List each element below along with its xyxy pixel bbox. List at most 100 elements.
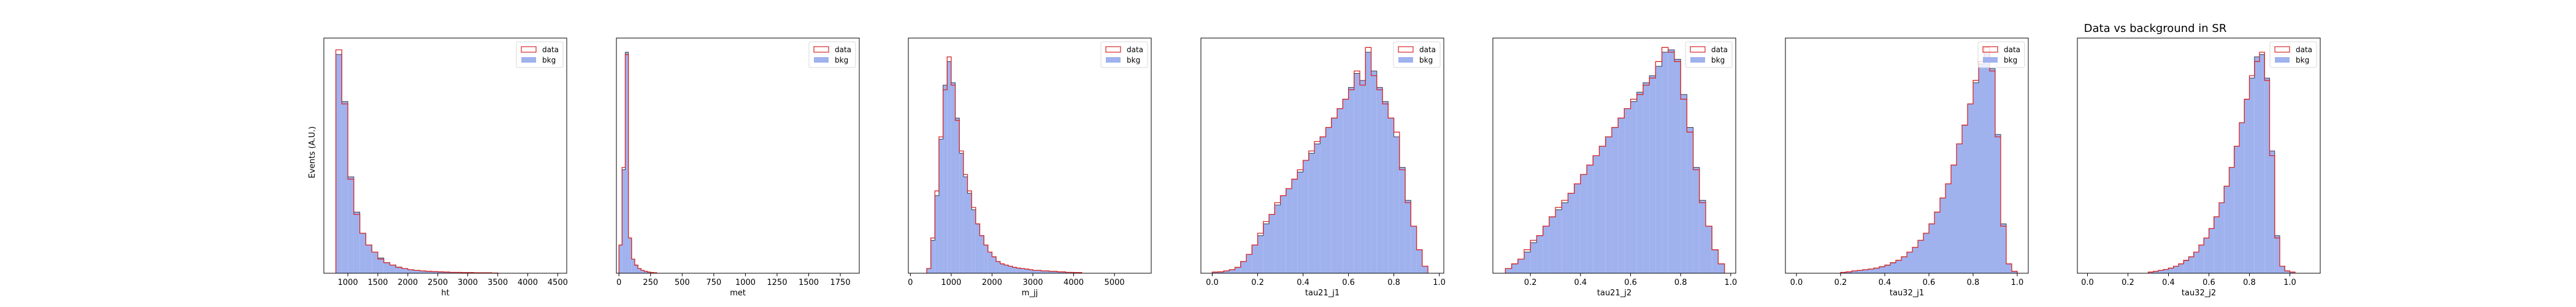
x-tick-label: 0.6 bbox=[1624, 278, 1637, 287]
bkg-bar bbox=[2012, 271, 2017, 273]
bkg-bar bbox=[1246, 254, 1252, 273]
bkg-bar bbox=[1337, 108, 1343, 273]
bkg-bar bbox=[996, 261, 1000, 273]
bkg-bar bbox=[1662, 52, 1668, 273]
bkg-bar bbox=[383, 262, 390, 273]
histogram-panel-met: 0 250 500 750 1000 1250 1500 1750 met data bkg bbox=[616, 37, 860, 298]
x-tick-label: 0.6 bbox=[1342, 278, 1355, 287]
axes-frame bbox=[1785, 37, 2029, 274]
bkg-bar bbox=[443, 272, 450, 273]
x-tick-label: 1.0 bbox=[2011, 278, 2024, 287]
bkg-bar bbox=[1411, 226, 1417, 273]
bkg-bar bbox=[1687, 127, 1693, 273]
bkg-bar bbox=[987, 252, 992, 273]
legend-swatch-bkg bbox=[521, 57, 536, 63]
bkg-bar bbox=[413, 270, 420, 273]
bkg-bar bbox=[2214, 217, 2219, 273]
histogram-panel-tau32_j1: 0.0 0.2 0.4 0.6 0.8 1.0 tau32_j1 data bkg bbox=[1785, 37, 2029, 298]
x-tick-label: 4500 bbox=[548, 278, 568, 287]
x-tick-label: 0.8 bbox=[2243, 278, 2256, 287]
axes-frame bbox=[908, 37, 1152, 274]
bkg-bar bbox=[1674, 59, 1681, 273]
bkg-bar bbox=[1863, 270, 1868, 273]
x-tick-label: 1000 bbox=[941, 278, 961, 287]
x-axis-label: tau32_j1 bbox=[1890, 289, 1924, 298]
x-tick-label: 0.6 bbox=[1923, 278, 1936, 287]
bkg-bar bbox=[1360, 80, 1366, 273]
legend-swatch-bkg bbox=[1398, 57, 1413, 63]
bkg-bar bbox=[1286, 188, 1292, 273]
bkg-bar bbox=[1416, 249, 1422, 273]
bkg-bar bbox=[638, 268, 642, 273]
x-tick-label: 750 bbox=[706, 278, 721, 287]
x-tick-label: 0.4 bbox=[1879, 278, 1892, 287]
bkg-bar bbox=[1868, 269, 1874, 273]
x-tick-label: 0.8 bbox=[1387, 278, 1400, 287]
bkg-bar bbox=[984, 245, 988, 273]
bkg-bar bbox=[1599, 146, 1606, 273]
bkg-bar bbox=[1962, 125, 1968, 273]
bkg-bar bbox=[1524, 252, 1531, 273]
bkg-bar bbox=[1929, 223, 1934, 273]
x-tick-label: 0.6 bbox=[2202, 278, 2215, 287]
bkg-bar bbox=[619, 245, 623, 273]
bkg-bar bbox=[1217, 271, 1224, 273]
x-tick-label: 3500 bbox=[488, 278, 508, 287]
bkg-bar bbox=[2234, 146, 2239, 273]
legend-label-data: data bbox=[1419, 45, 1436, 54]
bkg-bar bbox=[644, 271, 648, 273]
legend-label-bkg: bkg bbox=[2004, 56, 2017, 64]
x-tick-label: 2000 bbox=[982, 278, 1002, 287]
legend-swatch-bkg bbox=[1983, 57, 1998, 63]
axes-frame bbox=[323, 37, 567, 274]
bkg-bar bbox=[947, 61, 951, 274]
bkg-bar bbox=[2260, 54, 2265, 273]
bkg-bar bbox=[1934, 212, 1940, 273]
legend-label-bkg: bkg bbox=[1127, 56, 1140, 64]
bkg-bar bbox=[1376, 87, 1383, 273]
legend: data bkg bbox=[1393, 41, 1441, 68]
legend-swatch-data bbox=[1398, 46, 1414, 53]
bkg-bar bbox=[1555, 209, 1562, 273]
bkg-bar bbox=[2183, 260, 2189, 273]
bkg-bar bbox=[1907, 252, 1912, 273]
legend-swatch-bkg bbox=[2275, 57, 2290, 63]
bkg-bar bbox=[1624, 108, 1631, 273]
legend-label-data: data bbox=[1127, 45, 1143, 54]
bkg-bar bbox=[1957, 144, 1962, 273]
bkg-bar bbox=[1857, 270, 1863, 273]
x-tick-label: 2500 bbox=[427, 278, 448, 287]
bkg-bar bbox=[1263, 223, 1270, 273]
bkg-bar bbox=[1841, 272, 1846, 273]
x-tick-label: 0.2 bbox=[1251, 278, 1264, 287]
bkg-bar bbox=[1280, 195, 1286, 273]
bkg-bar bbox=[1912, 247, 1918, 273]
bkg-bar bbox=[1990, 68, 1995, 273]
x-tick-label: 0.8 bbox=[1674, 278, 1687, 287]
bkg-bar bbox=[2163, 269, 2169, 273]
bkg-bar bbox=[1297, 172, 1303, 273]
bkg-bar bbox=[1269, 214, 1275, 273]
bkg-bar bbox=[2274, 235, 2280, 273]
bkg-bar bbox=[450, 272, 456, 273]
x-tick-label: 3000 bbox=[1022, 278, 1043, 287]
x-tick-label: 1.0 bbox=[1724, 278, 1737, 287]
x-tick-label: 1.0 bbox=[1433, 278, 1446, 287]
bkg-bar bbox=[342, 101, 348, 273]
legend-swatch-data bbox=[1105, 46, 1121, 53]
bkg-bar bbox=[2153, 271, 2158, 273]
bkg-bar bbox=[1699, 200, 1706, 273]
bkg-bar bbox=[2173, 266, 2179, 273]
bkg-bar bbox=[631, 259, 635, 273]
bkg-bar bbox=[1951, 165, 1957, 273]
legend-label-bkg: bkg bbox=[835, 56, 848, 64]
bkg-bar bbox=[1587, 165, 1593, 273]
bkg-bar bbox=[1549, 217, 1556, 273]
x-tick-label: 250 bbox=[643, 278, 658, 287]
legend-label-data: data bbox=[2004, 45, 2020, 54]
legend-swatch-data bbox=[2274, 46, 2290, 53]
histogram-panels: 1000 1500 2000 2500 3000 3500 4000 4500htdatabk… bbox=[323, 37, 2321, 298]
bkg-bar bbox=[1901, 257, 1907, 273]
bkg-bar bbox=[1618, 118, 1625, 273]
x-tick-label: 2000 bbox=[397, 278, 418, 287]
